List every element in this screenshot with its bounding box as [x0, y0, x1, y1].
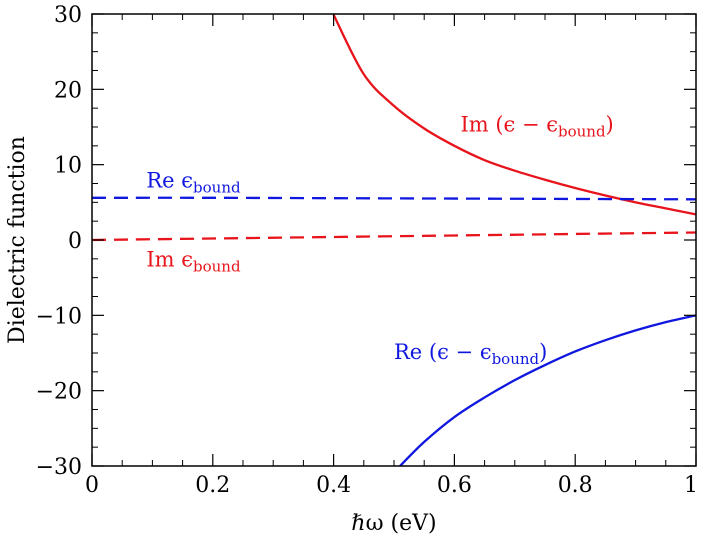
x-tick-label: 0.6 [437, 473, 472, 498]
y-tick-label: 10 [54, 154, 82, 179]
series-im-eps-bound [92, 231, 696, 242]
y-tick-label: 30 [54, 3, 82, 28]
x-tick-label: 1 [684, 473, 698, 498]
y-tick-label: −30 [36, 455, 82, 480]
series-im-eps-minus-bound [332, 14, 696, 216]
x-tick-label: 0.2 [195, 473, 230, 498]
annotation-im-eps-minus-bound: Im (ϵ − ϵbound) [460, 113, 613, 141]
y-tick-label: 20 [54, 78, 82, 103]
series-layer [92, 14, 696, 466]
y-tick-label: 0 [68, 229, 82, 254]
annotation-layer: Im (ϵ − ϵbound) Re ϵbound Im ϵbound Re (ϵ −… [146, 113, 613, 369]
annotation-im-eps-bound: Im ϵbound [146, 247, 241, 275]
series-re-eps-bound [92, 196, 696, 201]
annotation-re-eps-minus-bound: Re (ϵ − ϵbound) [394, 340, 547, 368]
x-tick-label: 0 [85, 473, 99, 498]
tick-layer: 0 0.2 0.4 0.6 0.8 1 −30 −20 −10 0 10 20 30 [36, 3, 698, 498]
y-tick-label: −20 [36, 380, 82, 405]
annotation-re-eps-bound: Re ϵbound [146, 168, 241, 196]
y-tick-label: −10 [36, 304, 82, 329]
x-tick-label: 0.4 [316, 473, 351, 498]
y-axis-label: Dielectric function [5, 136, 30, 344]
x-axis-label: ℏω (eV) [351, 511, 436, 536]
x-tick-label: 0.8 [558, 473, 593, 498]
series-re-eps-minus-bound [399, 314, 696, 466]
